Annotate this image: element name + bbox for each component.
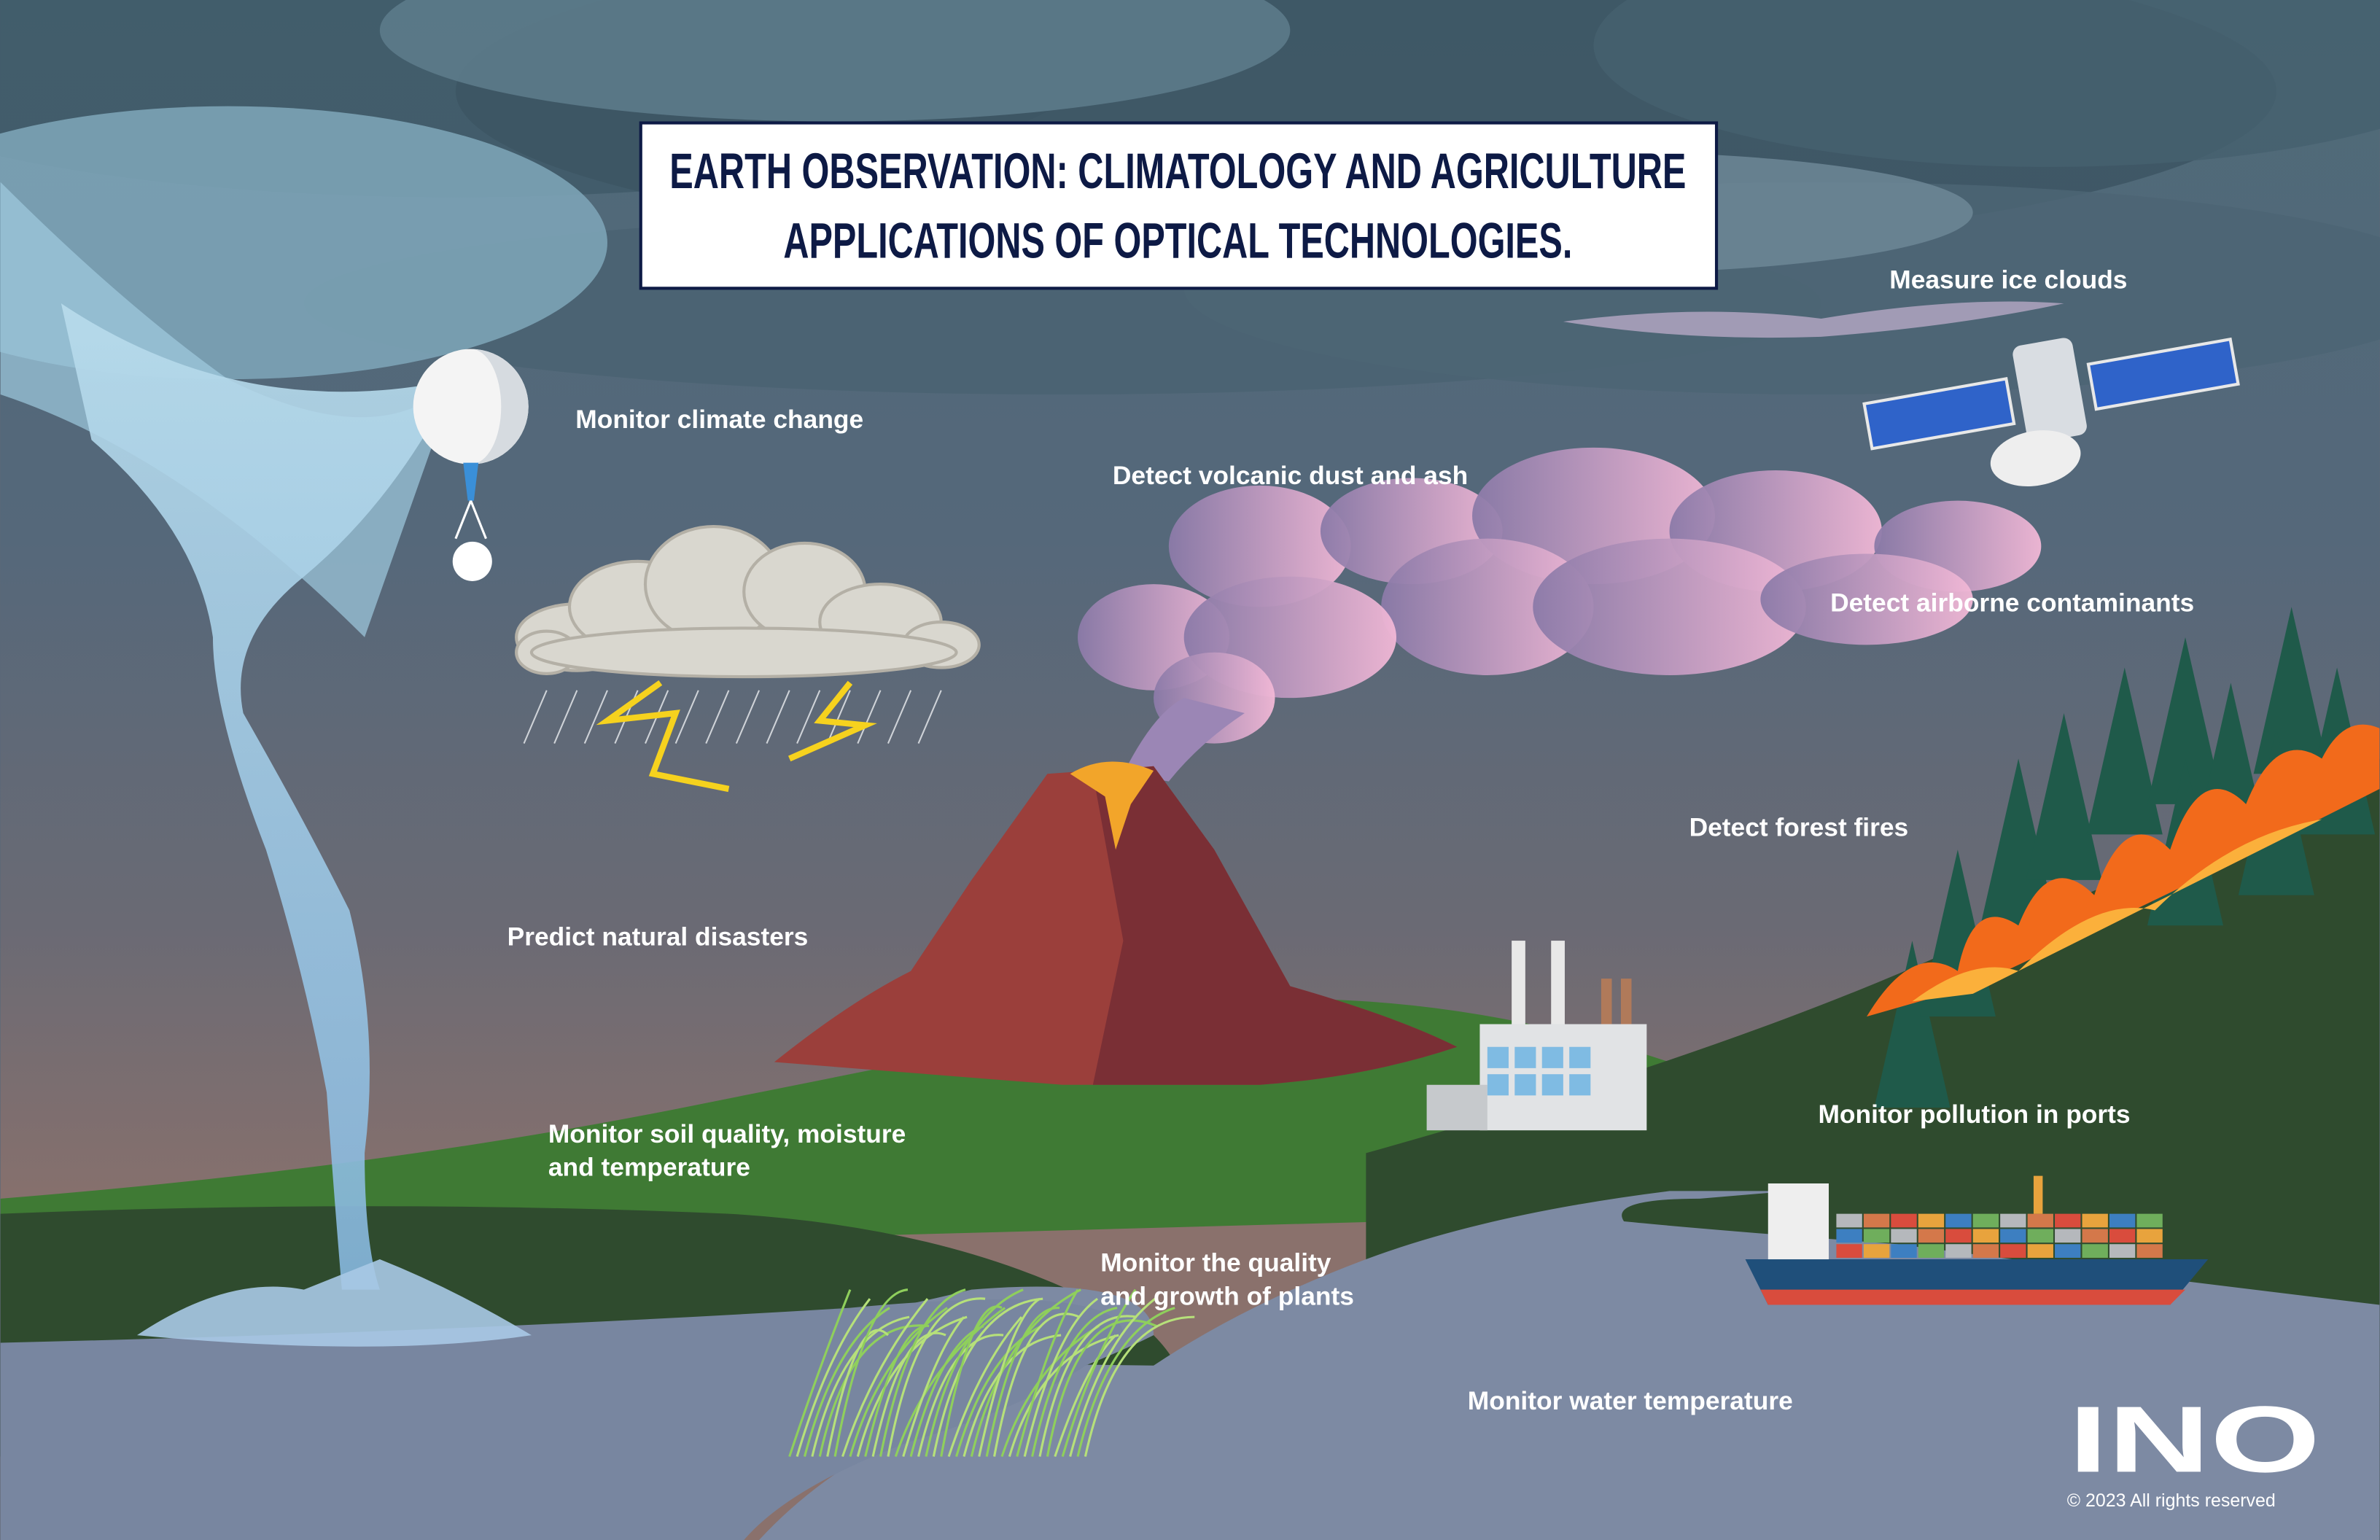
- title: EARTH OBSERVATION: CLIMATOLOGY AND AGRIC…: [669, 143, 1686, 199]
- ship-mast: [2034, 1176, 2042, 1214]
- container: [2082, 1229, 2108, 1242]
- container: [2136, 1229, 2162, 1242]
- caption: Monitor the quality: [1100, 1249, 1331, 1278]
- container: [1864, 1214, 1889, 1228]
- factory-stack: [1621, 979, 1632, 1024]
- container: [1918, 1214, 1944, 1228]
- container: [1918, 1244, 1944, 1258]
- factory-stack: [1601, 979, 1612, 1024]
- container: [2055, 1244, 2080, 1258]
- factory-window: [1488, 1047, 1509, 1068]
- container: [1945, 1244, 1971, 1258]
- caption: and temperature: [548, 1154, 750, 1182]
- container: [1836, 1214, 1862, 1228]
- factory-window: [1514, 1047, 1536, 1068]
- ship-hull-bottom: [1760, 1290, 2185, 1305]
- container: [1945, 1214, 1971, 1228]
- container: [2055, 1229, 2080, 1242]
- caption: Predict natural disasters: [508, 922, 809, 951]
- container: [2000, 1244, 2026, 1258]
- factory-window: [1569, 1074, 1590, 1095]
- factory-window: [1542, 1074, 1563, 1095]
- caption: and growth of plants: [1100, 1282, 1354, 1310]
- container: [2055, 1214, 2080, 1228]
- container: [1891, 1214, 1916, 1228]
- caption: Detect volcanic dust and ash: [1113, 462, 1468, 490]
- logo: INO: [2069, 1387, 2320, 1492]
- caption: Monitor water temperature: [1468, 1387, 1793, 1415]
- container: [1973, 1229, 1999, 1242]
- factory-window: [1488, 1074, 1509, 1095]
- container: [1891, 1229, 1916, 1242]
- caption: Detect forest fires: [1689, 814, 1909, 842]
- container: [1945, 1229, 1971, 1242]
- container: [1918, 1229, 1944, 1242]
- container: [2136, 1244, 2162, 1258]
- container: [2082, 1214, 2108, 1228]
- container: [2136, 1214, 2162, 1228]
- container: [1973, 1244, 1999, 1258]
- container: [1891, 1244, 1916, 1258]
- caption: Monitor pollution in ports: [1818, 1100, 2130, 1129]
- container: [2109, 1244, 2135, 1258]
- factory-window: [1514, 1074, 1536, 1095]
- container: [2109, 1229, 2135, 1242]
- container: [2000, 1214, 2026, 1228]
- container: [1836, 1244, 1862, 1258]
- caption: Monitor soil quality, moisture: [548, 1120, 906, 1148]
- container: [2028, 1244, 2053, 1258]
- container: [2028, 1214, 2053, 1228]
- container: [2000, 1229, 2026, 1242]
- container: [2109, 1214, 2135, 1228]
- rain-cloud: [532, 628, 957, 677]
- infographic: EARTH OBSERVATION: CLIMATOLOGY AND AGRIC…: [0, 0, 2380, 1540]
- container: [1864, 1244, 1889, 1258]
- factory-annex: [1427, 1085, 1488, 1130]
- factory-window: [1569, 1047, 1590, 1068]
- caption: Detect airborne contaminants: [1830, 589, 2194, 618]
- page: EARTH OBSERVATION: CLIMATOLOGY AND AGRIC…: [0, 0, 2380, 1540]
- title: APPLICATIONS OF OPTICAL TECHNOLOGIES.: [783, 213, 1572, 269]
- caption: Monitor climate change: [575, 405, 863, 434]
- container: [1973, 1214, 1999, 1228]
- copyright: © 2023 All rights reserved: [2067, 1490, 2276, 1511]
- caption: Measure ice clouds: [1889, 265, 2127, 294]
- balloon-payload: [453, 542, 492, 581]
- ship-bridge: [1768, 1183, 1829, 1259]
- factory-window: [1542, 1047, 1563, 1068]
- container: [2028, 1229, 2053, 1242]
- container: [1864, 1229, 1889, 1242]
- container: [2082, 1244, 2108, 1258]
- container: [1836, 1229, 1862, 1242]
